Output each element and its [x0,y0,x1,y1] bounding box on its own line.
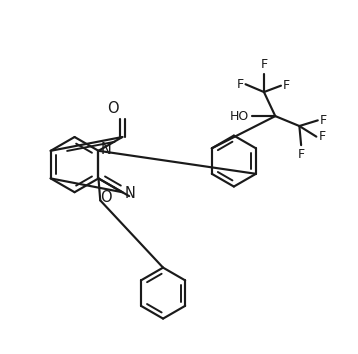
Text: F: F [236,78,243,91]
Text: F: F [260,58,267,71]
Text: O: O [107,102,118,116]
Text: F: F [320,114,327,127]
Text: N: N [100,142,111,157]
Text: F: F [283,79,290,92]
Text: HO: HO [230,110,249,122]
Text: N: N [124,186,135,201]
Text: O: O [100,190,112,205]
Text: F: F [297,148,305,161]
Text: F: F [319,130,326,143]
